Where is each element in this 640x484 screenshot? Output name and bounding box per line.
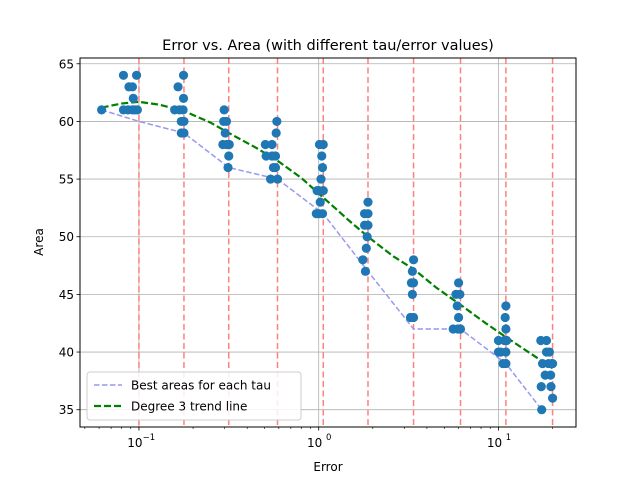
data-point <box>362 232 372 242</box>
plot-area <box>80 58 576 427</box>
y-tick-label: 60 <box>59 115 74 129</box>
x-axis-label: Error <box>313 460 342 474</box>
data-point <box>455 289 465 299</box>
data-point <box>221 116 232 127</box>
data-point <box>541 335 552 346</box>
data-point <box>500 312 510 323</box>
data-point <box>317 151 327 161</box>
point-layer <box>97 70 558 415</box>
data-point <box>363 209 373 219</box>
data-point <box>131 70 142 80</box>
y-tick-label: 45 <box>59 288 74 302</box>
data-point <box>127 82 138 92</box>
data-point <box>219 105 229 115</box>
data-point <box>317 162 328 173</box>
x-tick-label-exponent: 0 <box>326 433 331 443</box>
data-point <box>224 139 234 150</box>
data-point <box>270 162 281 173</box>
legend-box <box>86 371 302 421</box>
x-tick-label: 10 <box>307 436 322 450</box>
data-point <box>501 301 511 311</box>
data-point <box>501 347 511 357</box>
data-point <box>502 335 512 346</box>
y-tick-label: 35 <box>59 403 74 417</box>
data-point <box>267 139 277 150</box>
data-point <box>223 162 233 173</box>
legend-label-trend-line: Degree 3 trend line <box>131 400 247 414</box>
data-point <box>220 128 230 138</box>
data-point <box>272 174 283 184</box>
data-point <box>546 382 556 392</box>
y-axis-label: Area <box>32 228 46 256</box>
data-point <box>265 174 276 184</box>
data-point <box>544 347 554 357</box>
data-point <box>536 382 546 392</box>
data-point <box>408 312 419 323</box>
data-point <box>358 255 368 265</box>
data-point <box>97 105 107 115</box>
data-point <box>501 324 511 334</box>
data-point <box>314 139 325 150</box>
y-tick-label: 40 <box>59 346 74 360</box>
data-point <box>360 266 371 276</box>
data-point <box>128 93 138 103</box>
data-point <box>316 174 326 184</box>
data-point <box>178 105 188 115</box>
data-point <box>118 70 129 80</box>
data-point <box>408 278 419 288</box>
data-point <box>315 197 325 207</box>
data-point <box>132 105 142 115</box>
data-point <box>179 116 189 127</box>
data-point <box>363 197 373 207</box>
plot-frame <box>79 57 577 428</box>
data-point <box>260 139 270 150</box>
data-point <box>501 358 511 369</box>
data-point <box>178 93 189 103</box>
data-point <box>363 220 373 230</box>
data-point <box>537 405 547 415</box>
data-point <box>173 82 183 92</box>
data-point <box>317 209 328 219</box>
data-point <box>408 255 419 265</box>
data-point <box>547 358 557 369</box>
data-point <box>224 151 234 161</box>
data-point <box>270 151 281 161</box>
data-point <box>453 278 464 288</box>
data-point <box>318 186 328 196</box>
x-tick-label-exponent: −1 <box>143 433 156 443</box>
data-point <box>407 266 417 276</box>
y-tick-label: 50 <box>59 230 74 244</box>
x-tick-label: 10 <box>127 436 142 450</box>
data-point <box>455 324 466 334</box>
x-tick-label: 10 <box>487 436 502 450</box>
data-point <box>453 312 464 323</box>
chart-title: Error vs. Area (with different tau/error… <box>162 38 494 54</box>
y-tick-label: 65 <box>59 57 74 71</box>
data-point <box>272 116 282 127</box>
x-tick-label-exponent: 1 <box>506 433 511 443</box>
data-point <box>179 128 189 138</box>
data-point <box>407 289 417 299</box>
legend-label-best-areas: Best areas for each tau <box>131 379 271 393</box>
data-point <box>271 128 281 138</box>
data-point <box>545 370 556 380</box>
data-point <box>452 301 462 311</box>
y-tick-label: 55 <box>59 173 74 187</box>
data-point <box>361 243 371 253</box>
data-point <box>178 70 189 80</box>
trend-line-series <box>101 100 554 370</box>
legend: Best areas for each tau Degree 3 trend l… <box>86 371 302 421</box>
data-point <box>547 393 558 403</box>
